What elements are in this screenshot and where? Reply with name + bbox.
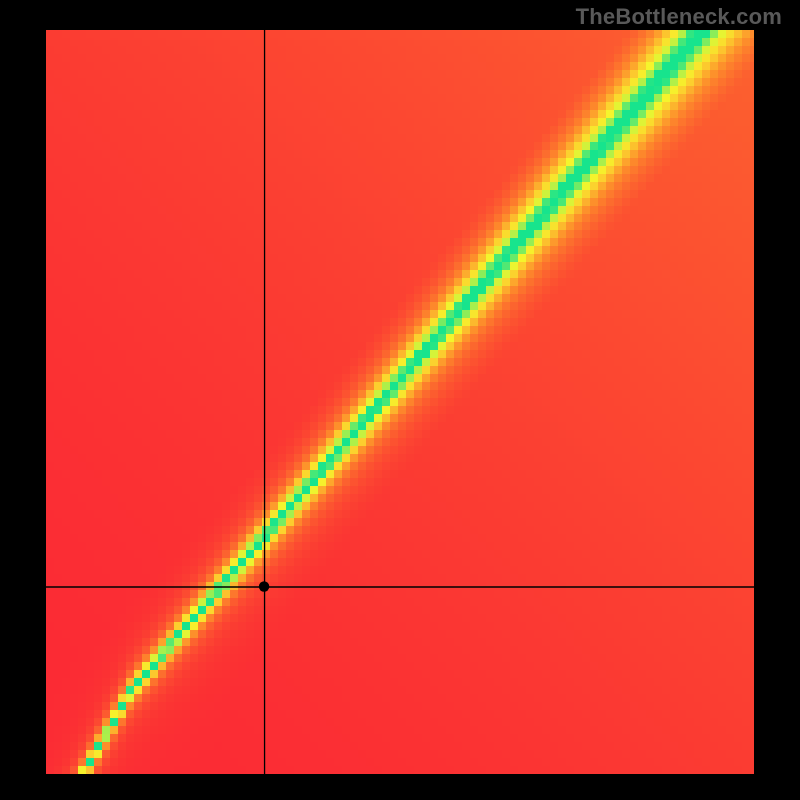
chart-canvas-wrap bbox=[0, 0, 800, 800]
chart-root: { "watermark": { "text": "TheBottleneck.… bbox=[0, 0, 800, 800]
watermark-text: TheBottleneck.com bbox=[576, 4, 782, 30]
bottleneck-heatmap bbox=[0, 0, 800, 800]
